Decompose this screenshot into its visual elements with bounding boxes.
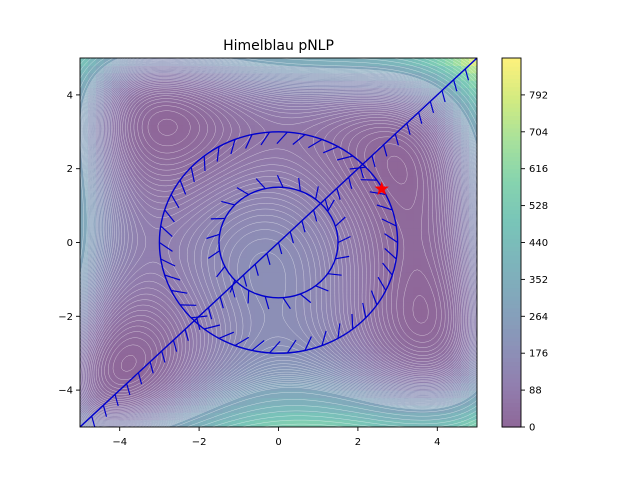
contour-line bbox=[80, 69, 477, 421]
x-tick-label: −4 bbox=[112, 437, 127, 448]
colorbar-tick-label: 440 bbox=[529, 238, 548, 249]
contour-line bbox=[80, 62, 477, 427]
constraint-line-hatch bbox=[80, 58, 477, 427]
contour-line bbox=[80, 71, 476, 419]
contour-line bbox=[89, 86, 461, 404]
colorbar: 0 88 176 264 352 440 528 616 704 792 bbox=[501, 57, 548, 434]
x-tick-label: 4 bbox=[434, 437, 440, 448]
contour-line bbox=[80, 74, 473, 416]
contour-line bbox=[80, 70, 477, 420]
contour-lines bbox=[80, 58, 477, 427]
chart-title: Himelblau pNLP bbox=[223, 38, 334, 54]
y-tick-label: −4 bbox=[58, 386, 73, 397]
colorbar-tick-label: 528 bbox=[529, 201, 548, 212]
colorbar-tick-label: 264 bbox=[529, 312, 548, 323]
contour-line bbox=[98, 95, 452, 395]
x-tick-label: 0 bbox=[275, 437, 281, 448]
contour-line bbox=[91, 88, 459, 402]
colorbar-tick-label: 616 bbox=[529, 164, 548, 175]
y-tick-label: −2 bbox=[58, 312, 73, 323]
y-axis: −4 −2 0 2 4 bbox=[58, 90, 80, 397]
contour-line bbox=[80, 61, 477, 427]
constraint-circle bbox=[218, 186, 339, 299]
constraint-circle-hatch bbox=[159, 131, 398, 354]
colorbar-tick-label: 352 bbox=[529, 275, 548, 286]
contour-line bbox=[101, 98, 449, 393]
colorbar-tick-label: 704 bbox=[529, 127, 548, 138]
contour-line bbox=[95, 92, 454, 398]
colorbar-tick-label: 792 bbox=[529, 90, 548, 101]
contour-line bbox=[120, 118, 429, 372]
x-tick-label: −2 bbox=[192, 437, 207, 448]
y-tick-label: 2 bbox=[67, 164, 73, 175]
contour-line bbox=[86, 83, 464, 408]
y-tick-label: 0 bbox=[67, 238, 73, 249]
contour-line bbox=[80, 66, 477, 424]
constraints-layer bbox=[80, 58, 477, 427]
contour-line bbox=[93, 90, 457, 400]
contour-line bbox=[83, 79, 468, 411]
colorbar-tick-label: 176 bbox=[529, 349, 548, 360]
contour-line bbox=[80, 73, 474, 418]
optimum-marker bbox=[374, 181, 389, 196]
x-tick-label: 2 bbox=[355, 437, 361, 448]
contour-line bbox=[80, 58, 477, 427]
constraint-circle-hatch bbox=[206, 175, 351, 310]
colorbar-tick-label: 88 bbox=[529, 386, 542, 397]
optimum-layer bbox=[374, 181, 389, 196]
y-tick-label: 4 bbox=[67, 90, 73, 101]
contour-line bbox=[80, 58, 477, 427]
contour-line bbox=[80, 60, 477, 427]
contour-line bbox=[80, 75, 472, 415]
contour-line bbox=[80, 58, 477, 427]
x-axis: −4 −2 0 2 4 bbox=[112, 427, 440, 448]
contour-line bbox=[80, 64, 477, 426]
contour-line bbox=[87, 84, 463, 406]
colorbar-tick-label: 0 bbox=[529, 423, 535, 434]
contour-line bbox=[80, 65, 477, 425]
